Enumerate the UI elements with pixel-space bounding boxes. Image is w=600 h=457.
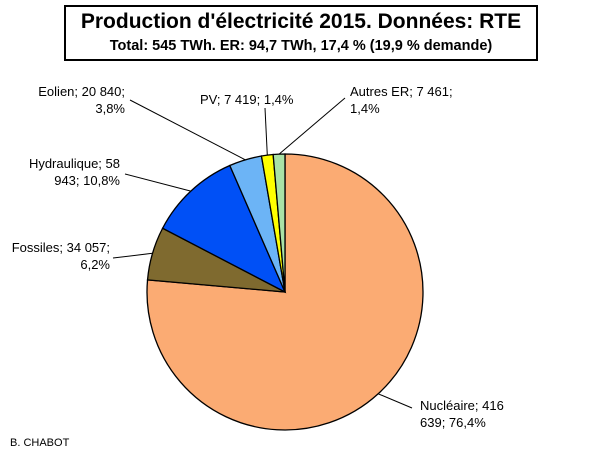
- leader-line: [124, 173, 191, 192]
- pie-slice-hydraulique: [161, 164, 287, 294]
- pie-slice-autres-er: [272, 153, 286, 293]
- leader-line: [378, 393, 413, 409]
- leader-line: [129, 99, 246, 161]
- slice-label: PV; 7 419; 1,4%: [200, 92, 294, 107]
- slice-label: Autres ER; 7 461; 1,4%: [350, 84, 453, 116]
- slice-label: Nucléaire; 416 639; 76,4%: [420, 398, 504, 430]
- leader-lines: [112, 97, 413, 409]
- slice-label: Fossiles; 34 057; 6,2%: [12, 240, 111, 272]
- leader-line: [264, 107, 268, 156]
- leader-line: [278, 97, 346, 155]
- slice-label: Eolien; 20 840; 3,8%: [38, 84, 125, 116]
- pie-slices: [146, 153, 424, 431]
- leader-line: [112, 252, 153, 259]
- title-box: Production d'électricité 2015. Données: …: [64, 5, 538, 61]
- slice-label: Hydraulique; 58 943; 10,8%: [29, 156, 120, 188]
- chart-title: Production d'électricité 2015. Données: …: [80, 10, 522, 33]
- chart-subtitle: Total: 545 TWh. ER: 94,7 TWh, 17,4 % (19…: [109, 38, 493, 54]
- slice-labels: Nucléaire; 416 639; 76,4% Fossiles; 34 057…: [12, 84, 504, 430]
- credit-text: B. CHABOT: [10, 437, 70, 449]
- pie-slice-nucl-aire: [146, 153, 424, 431]
